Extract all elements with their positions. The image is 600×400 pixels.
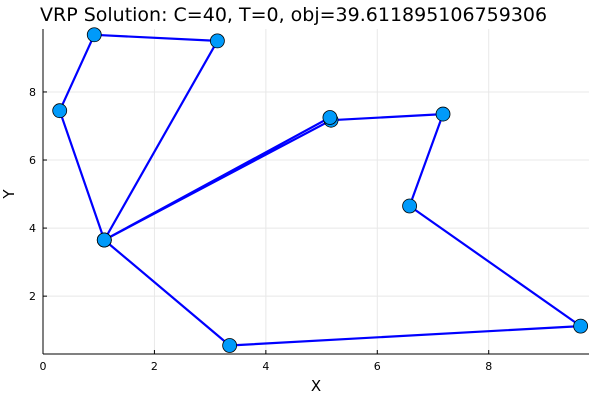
route-point <box>322 110 338 125</box>
route-point <box>573 318 589 334</box>
route-point <box>86 27 102 43</box>
route-point <box>435 106 451 122</box>
x-axis-label: X <box>311 377 321 395</box>
x-tick-label: 6 <box>374 360 381 373</box>
route-point <box>96 232 112 248</box>
grid <box>42 29 589 354</box>
route-point <box>222 338 238 353</box>
axes <box>42 29 589 355</box>
route-polyline <box>58 33 582 347</box>
x-tick-label: 8 <box>485 360 492 373</box>
y-tick-label: 4 <box>29 222 36 235</box>
route-points <box>52 27 589 353</box>
route-point <box>52 103 68 119</box>
chart-title: VRP Solution: C=40, T=0, obj=39.61189510… <box>40 4 547 26</box>
y-tick-label: 2 <box>29 290 36 303</box>
x-tick-label: 2 <box>151 360 158 373</box>
y-tick-label: 6 <box>29 154 36 167</box>
route-point <box>402 198 418 214</box>
x-tick-label: 4 <box>262 360 269 373</box>
x-tick-label: 0 <box>40 360 47 373</box>
route-lines <box>58 31 582 347</box>
y-tick-label: 8 <box>29 86 36 99</box>
tick-labels: 0 2 4 6 8 2 4 6 8 <box>29 86 492 373</box>
route-point <box>209 33 225 49</box>
y-axis-label: Y <box>0 189 18 200</box>
